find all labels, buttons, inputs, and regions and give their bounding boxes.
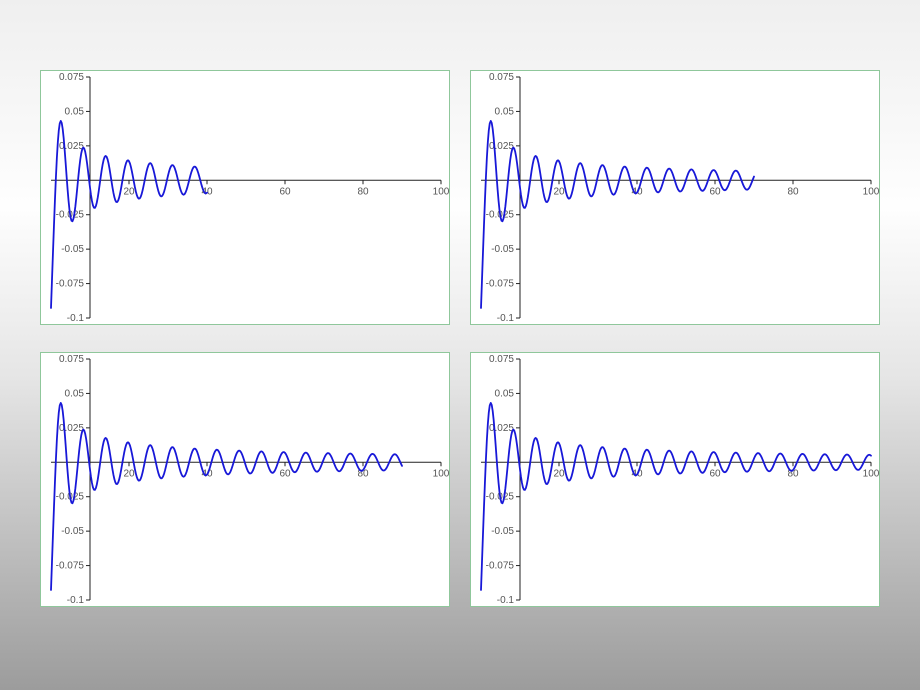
chart-panel-top-right: 20406080100-0.1-0.075-0.05-0.0250.0250.0… — [470, 70, 880, 325]
svg-text:100: 100 — [433, 468, 449, 479]
chart-panel-bottom-right: 20406080100-0.1-0.075-0.05-0.0250.0250.0… — [470, 352, 880, 607]
svg-text:-0.1: -0.1 — [67, 313, 85, 324]
svg-text:0.075: 0.075 — [489, 72, 514, 83]
chart-panel-bottom-left: 20406080100-0.1-0.075-0.05-0.0250.0250.0… — [40, 352, 450, 607]
svg-text:100: 100 — [433, 186, 449, 197]
svg-text:20: 20 — [553, 468, 565, 479]
svg-text:80: 80 — [357, 186, 369, 197]
svg-text:0.05: 0.05 — [495, 106, 515, 117]
svg-text:0.025: 0.025 — [59, 141, 84, 152]
svg-text:60: 60 — [279, 468, 291, 479]
svg-text:-0.1: -0.1 — [67, 595, 85, 606]
svg-text:100: 100 — [863, 186, 879, 197]
svg-text:-0.075: -0.075 — [486, 561, 515, 572]
svg-text:100: 100 — [863, 468, 879, 479]
svg-text:-0.1: -0.1 — [497, 313, 515, 324]
svg-text:20: 20 — [123, 186, 135, 197]
svg-text:60: 60 — [709, 468, 721, 479]
svg-text:20: 20 — [553, 186, 565, 197]
svg-text:0.05: 0.05 — [65, 388, 85, 399]
svg-text:60: 60 — [709, 186, 721, 197]
svg-text:-0.05: -0.05 — [61, 526, 84, 537]
svg-text:0.05: 0.05 — [495, 388, 515, 399]
svg-text:-0.075: -0.075 — [486, 279, 515, 290]
svg-text:-0.05: -0.05 — [61, 244, 84, 255]
svg-text:80: 80 — [787, 186, 799, 197]
svg-text:60: 60 — [279, 186, 291, 197]
svg-text:20: 20 — [123, 468, 135, 479]
svg-text:0.025: 0.025 — [489, 423, 514, 434]
svg-text:0.025: 0.025 — [489, 141, 514, 152]
svg-text:0.075: 0.075 — [59, 72, 84, 83]
svg-text:-0.075: -0.075 — [56, 279, 85, 290]
chart-panel-top-left: 20406080100-0.1-0.075-0.05-0.0250.0250.0… — [40, 70, 450, 325]
svg-text:0.075: 0.075 — [489, 354, 514, 365]
svg-text:0.025: 0.025 — [59, 423, 84, 434]
svg-text:-0.05: -0.05 — [491, 526, 514, 537]
chart-grid: 20406080100-0.1-0.075-0.05-0.0250.0250.0… — [0, 0, 920, 690]
svg-text:0.075: 0.075 — [59, 354, 84, 365]
svg-text:-0.05: -0.05 — [491, 244, 514, 255]
svg-text:-0.075: -0.075 — [56, 561, 85, 572]
svg-text:0.05: 0.05 — [65, 106, 85, 117]
svg-text:-0.1: -0.1 — [497, 595, 515, 606]
